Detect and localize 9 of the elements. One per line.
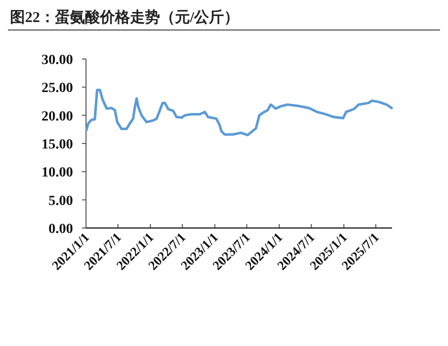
y-tick-label: 10.00 xyxy=(42,166,73,181)
y-tick-label: 5.00 xyxy=(48,194,73,209)
y-tick-label: 15.00 xyxy=(42,138,73,152)
y-tick-label: 25.00 xyxy=(42,81,73,96)
y-tick-label: 0.00 xyxy=(48,222,73,237)
y-tick-label: 30.00 xyxy=(42,53,73,68)
line-series xyxy=(85,88,393,136)
chart-title: 图22：蛋氨酸价格走势（元/公斤） xyxy=(10,9,240,26)
y-tick-label: 20.00 xyxy=(42,109,73,124)
